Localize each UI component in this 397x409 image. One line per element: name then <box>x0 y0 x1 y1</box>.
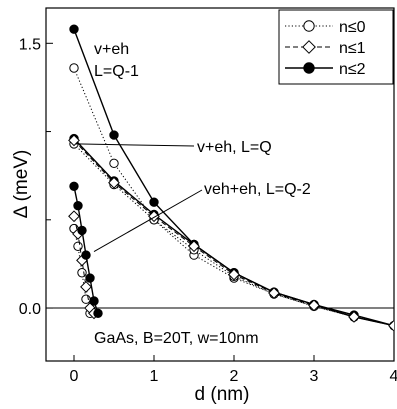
data-point <box>77 268 87 278</box>
annotation-lower: veh+eh, L=Q-2 <box>204 181 311 198</box>
legend-entry: n≤1 <box>285 40 366 57</box>
x-tick-label: 1 <box>150 368 159 385</box>
series-layer <box>68 24 394 332</box>
annotation-top-line-1: v+eh <box>94 41 129 58</box>
x-axis-label: d (nm) <box>195 384 250 405</box>
data-point <box>109 130 119 140</box>
data-point <box>73 241 83 251</box>
legend: n≤0 n≤1 n≤2 <box>278 9 394 85</box>
data-point <box>77 225 87 236</box>
data-point <box>68 210 80 223</box>
x-tick-label: 3 <box>310 368 319 385</box>
series <box>69 139 394 331</box>
series <box>69 181 103 319</box>
legend-entry: n≤0 <box>285 19 366 36</box>
data-point <box>69 63 79 73</box>
data-point <box>268 287 280 299</box>
data-point <box>302 40 316 54</box>
series-line <box>73 140 394 327</box>
data-point <box>108 176 120 189</box>
data-point <box>303 62 315 74</box>
y-tick-label: 0.0 <box>19 301 41 318</box>
axis-ticks: 0 1 2 3 4 0.0 1.5 <box>19 36 397 385</box>
legend-label: n≤1 <box>339 40 366 57</box>
x-tick-label: 2 <box>230 368 239 385</box>
data-point <box>308 299 320 312</box>
legend-label: n≤2 <box>339 61 366 78</box>
plot-frame <box>45 7 395 362</box>
annotation-middle: v+eh, L=Q <box>197 139 272 156</box>
y-axis-label: Δ (meV) <box>11 150 32 219</box>
data-point <box>109 158 119 169</box>
annotation-pointer <box>93 189 203 253</box>
data-point <box>69 181 79 191</box>
x-tick-label: 4 <box>390 368 397 385</box>
series <box>69 133 394 331</box>
data-point <box>89 296 99 306</box>
data-point <box>81 294 91 304</box>
data-point <box>81 250 91 260</box>
series-line <box>73 143 394 327</box>
series <box>68 134 394 332</box>
data-point <box>388 319 394 332</box>
data-point <box>188 240 200 253</box>
data-point <box>348 310 360 323</box>
data-point <box>85 273 95 283</box>
series-line <box>73 216 95 314</box>
data-point <box>93 308 103 319</box>
data-point <box>303 20 315 32</box>
x-tick-label: 0 <box>70 368 79 385</box>
legend-entry: n≤2 <box>285 61 366 78</box>
data-point <box>69 24 79 34</box>
data-point <box>80 280 92 293</box>
legend-label: n≤0 <box>339 19 366 36</box>
series-line <box>73 138 394 327</box>
annotation-pointer <box>75 143 195 147</box>
data-point <box>149 197 159 207</box>
annotation-pointers <box>75 143 203 253</box>
y-tick-label: 1.5 <box>19 36 41 53</box>
data-point <box>73 200 83 211</box>
annotation-footer: GaAs, B=20T, w=10nm <box>94 330 259 347</box>
data-point <box>68 134 80 147</box>
annotation-top-line-2: L=Q-1 <box>94 63 139 80</box>
data-point <box>228 268 240 281</box>
